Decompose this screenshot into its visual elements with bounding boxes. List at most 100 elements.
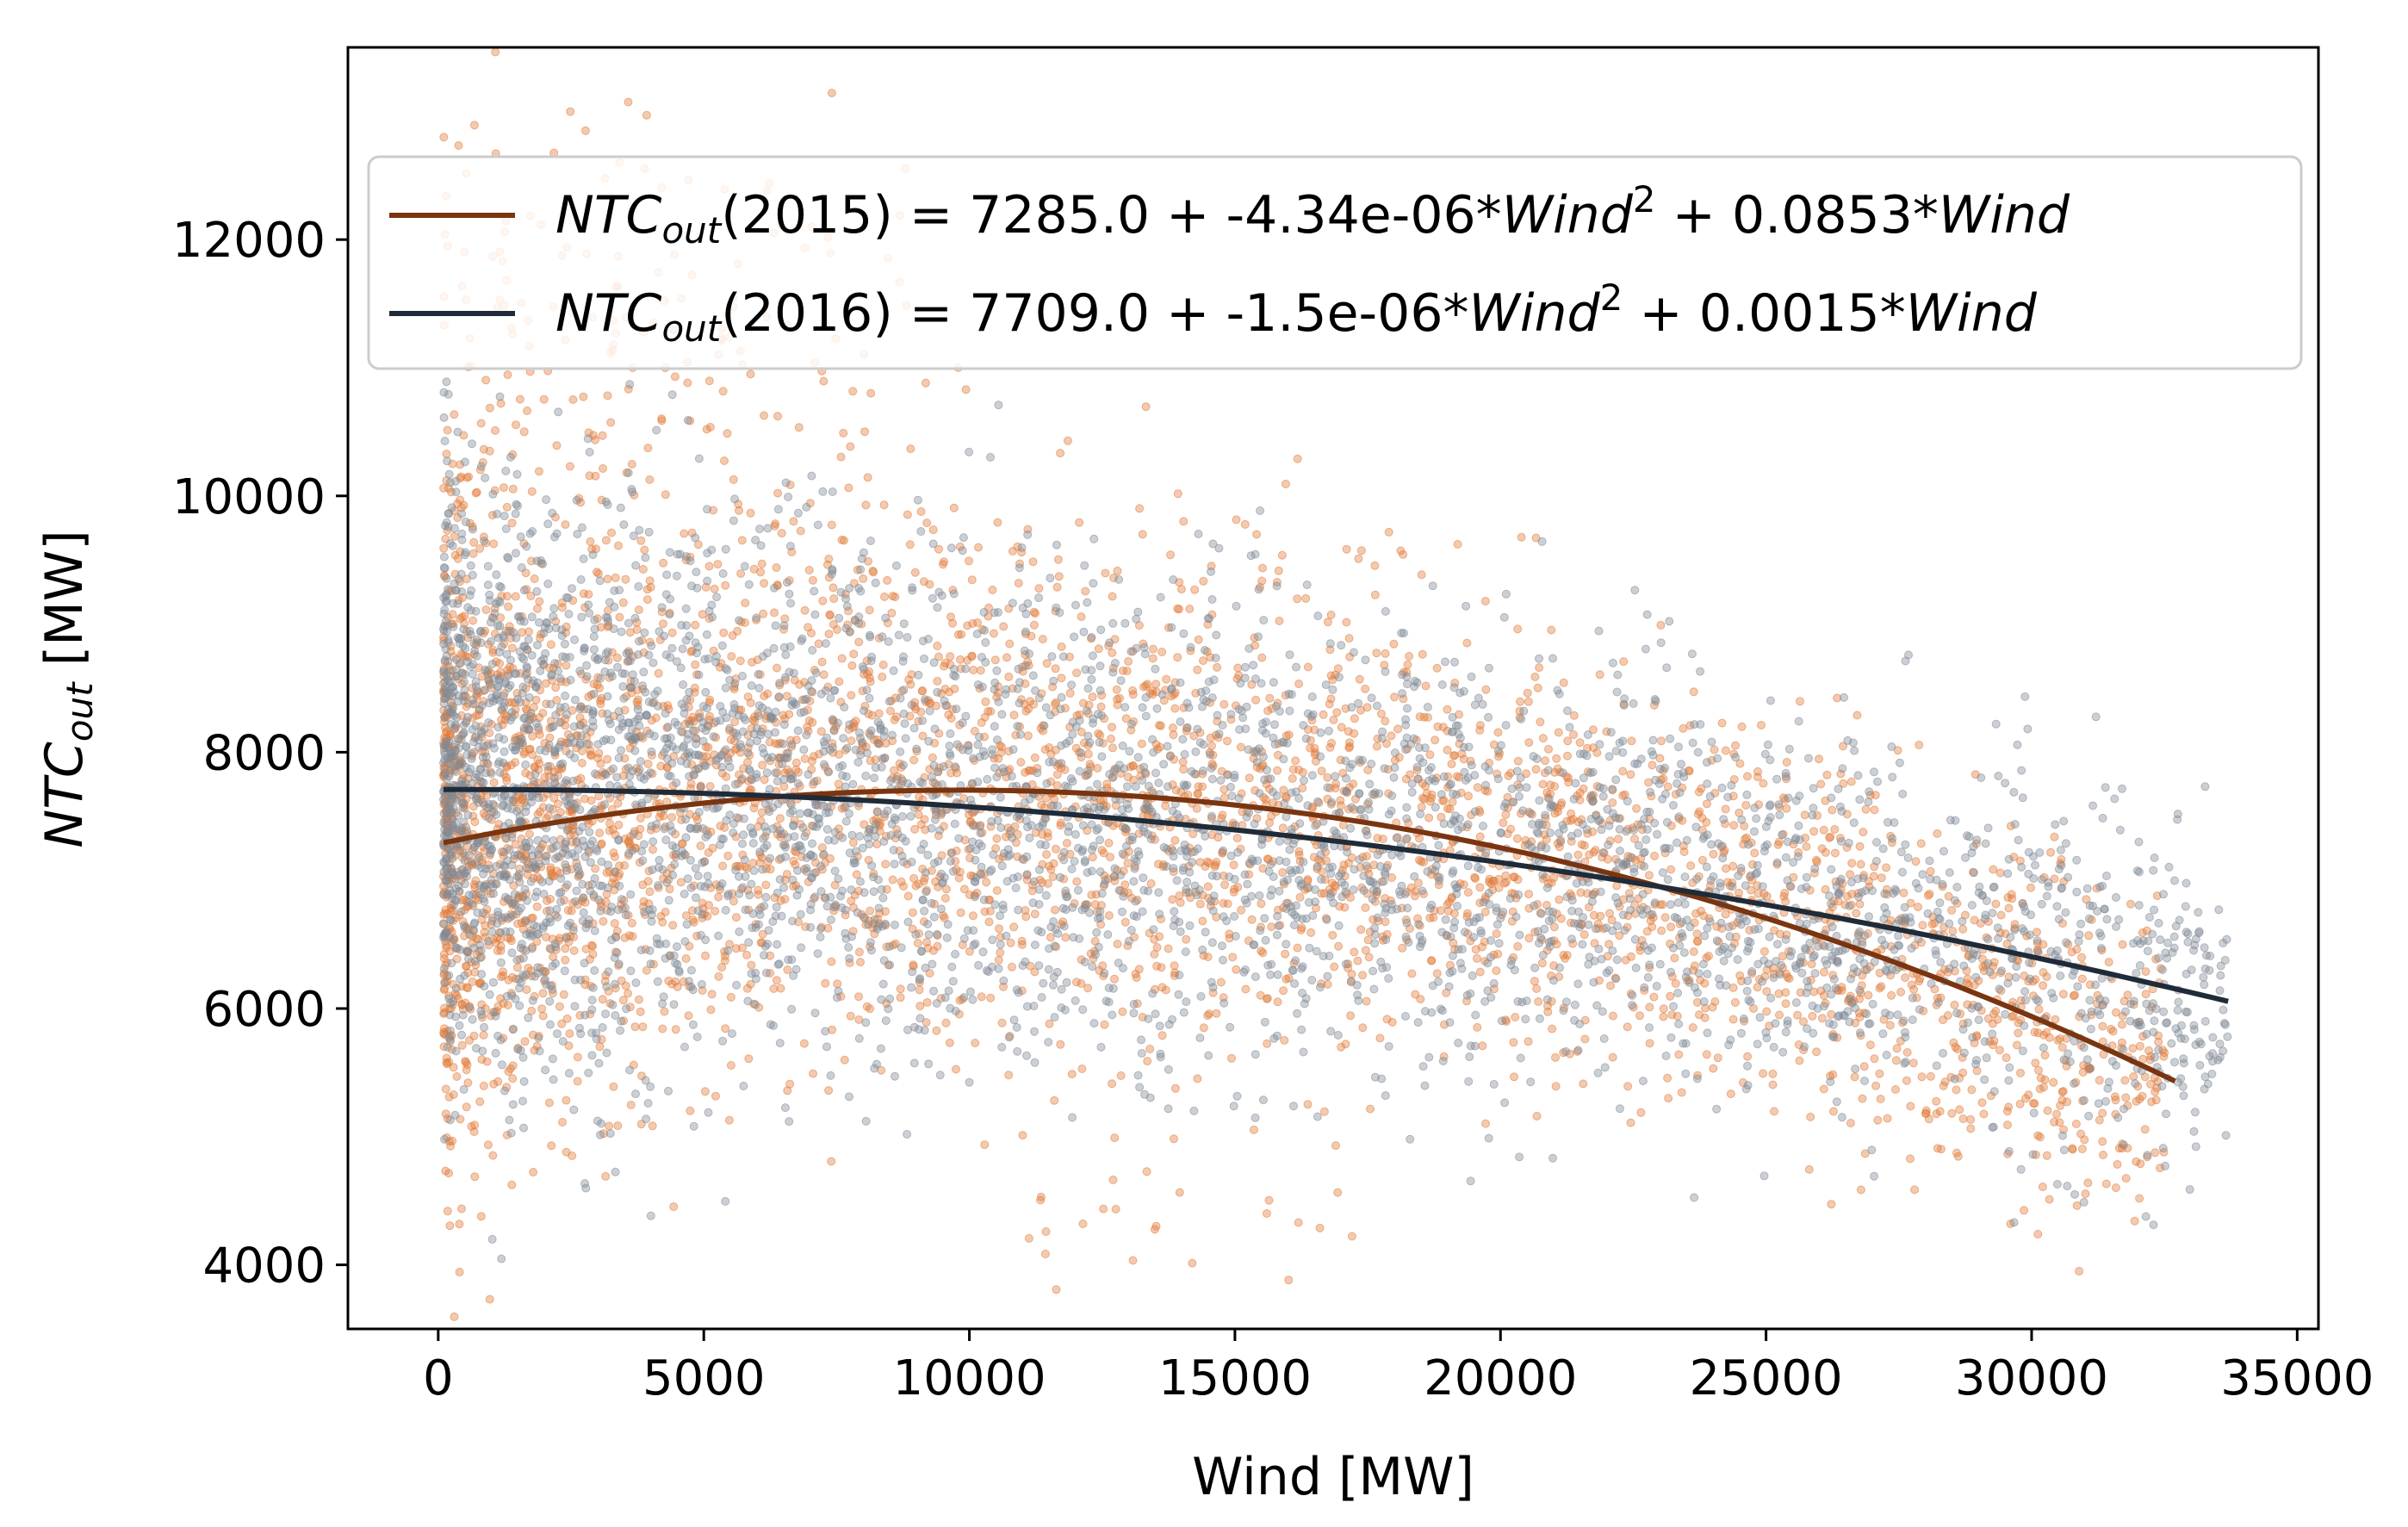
scatter-point-2015	[1376, 709, 1386, 718]
scatter-point-2016	[951, 949, 960, 959]
scatter-point-2016	[1688, 738, 1697, 748]
scatter-point-2015	[2015, 1099, 2025, 1108]
scatter-point-2015	[1111, 1205, 1120, 1214]
scatter-point-2015	[1608, 1052, 1617, 1062]
scatter-point-2015	[602, 868, 611, 878]
scatter-point-2015	[1970, 980, 1979, 990]
scatter-point-2016	[665, 548, 674, 557]
scatter-point-2016	[1367, 760, 1376, 768]
scatter-point-2015	[899, 882, 908, 891]
scatter-point-2015	[1829, 1107, 1838, 1116]
scatter-point-2015	[1100, 1020, 1109, 1029]
scatter-point-2015	[470, 1120, 480, 1130]
scatter-point-2015	[1067, 1070, 1077, 1079]
scatter-point-2015	[527, 487, 537, 496]
scatter-point-2015	[598, 431, 607, 440]
scatter-point-2015	[1016, 758, 1026, 767]
scatter-point-2015	[757, 808, 766, 817]
scatter-point-2015	[1677, 1088, 1686, 1097]
scatter-point-2015	[661, 490, 670, 500]
scatter-point-2015	[595, 1042, 605, 1052]
scatter-point-2016	[897, 943, 906, 953]
scatter-point-2015	[1856, 1185, 1865, 1195]
scatter-point-2015	[561, 955, 570, 965]
scatter-point-2016	[604, 967, 613, 977]
scatter-point-2016	[1674, 742, 1683, 752]
scatter-point-2016	[1014, 664, 1023, 673]
scatter-point-2015	[2104, 958, 2113, 967]
scatter-point-2015	[508, 484, 518, 493]
scatter-point-2015	[1014, 579, 1023, 588]
scatter-point-2015	[1390, 692, 1399, 702]
scatter-point-2015	[481, 605, 491, 614]
scatter-point-2015	[1362, 996, 1371, 1006]
scatter-point-2016	[1144, 781, 1153, 791]
scatter-point-2015	[1708, 1002, 1717, 1012]
scatter-point-2015	[1137, 739, 1146, 748]
scatter-point-2015	[626, 1101, 636, 1109]
scatter-point-2016	[1403, 704, 1412, 713]
scatter-point-2016	[1694, 969, 1704, 978]
scatter-point-2015	[1265, 818, 1275, 828]
scatter-point-2016	[2161, 1161, 2169, 1170]
scatter-point-2015	[804, 566, 814, 574]
scatter-point-2015	[475, 544, 485, 553]
scatter-point-2015	[849, 649, 859, 659]
scatter-point-2016	[729, 828, 738, 837]
scatter-point-2015	[1362, 703, 1372, 712]
scatter-point-2015	[630, 1022, 640, 1032]
scatter-point-2015	[1007, 962, 1016, 971]
scatter-point-2015	[2057, 1043, 2067, 1052]
scatter-point-2015	[1902, 1076, 1911, 1085]
scatter-point-2015	[562, 1147, 571, 1157]
scatter-point-2015	[649, 845, 657, 854]
scatter-point-2015	[1822, 770, 1832, 779]
scatter-point-2015	[565, 462, 574, 471]
scatter-point-2016	[1002, 931, 1011, 940]
scatter-point-2015	[1040, 1250, 1050, 1258]
scatter-point-2015	[1517, 532, 1526, 542]
scatter-point-2016	[1901, 840, 1910, 849]
scatter-point-2015	[2050, 832, 2059, 841]
scatter-point-2015	[1344, 634, 1354, 643]
scatter-point-2015	[566, 107, 575, 116]
scatter-point-2016	[562, 880, 572, 890]
scatter-point-2016	[1129, 1009, 1139, 1018]
scatter-point-2015	[1390, 755, 1399, 765]
scatter-point-2016	[495, 392, 505, 401]
scatter-point-2015	[1399, 549, 1408, 559]
scatter-point-2015	[808, 575, 817, 585]
scatter-point-2016	[1369, 984, 1379, 994]
scatter-point-2015	[1108, 743, 1117, 753]
scatter-point-2015	[1128, 1256, 1138, 1265]
scatter-point-2015	[457, 1204, 466, 1214]
scatter-point-2015	[1800, 810, 1809, 820]
scatter-point-2015	[1695, 1010, 1704, 1020]
scatter-point-2015	[1244, 773, 1254, 783]
scatter-point-2016	[2009, 787, 2019, 797]
scatter-point-2015	[1119, 666, 1127, 675]
scatter-point-2015	[1295, 893, 1305, 902]
scatter-point-2015	[1443, 705, 1452, 714]
scatter-point-2015	[549, 793, 559, 803]
scatter-point-2015	[633, 695, 642, 705]
scatter-point-2015	[1099, 1204, 1108, 1214]
scatter-point-2016	[861, 1018, 871, 1027]
scatter-point-2015	[488, 648, 498, 657]
scatter-point-2015	[1635, 1011, 1644, 1021]
scatter-point-2016	[959, 934, 969, 943]
scatter-point-2015	[1796, 697, 1804, 706]
scatter-point-2015	[1151, 680, 1161, 689]
scatter-point-2015	[503, 370, 512, 380]
scatter-point-2015	[1257, 899, 1266, 909]
scatter-point-2016	[1120, 618, 1130, 628]
scatter-point-2015	[1853, 711, 1862, 720]
scatter-point-2015	[1535, 663, 1544, 673]
scatter-point-2015	[1950, 1000, 1959, 1009]
scatter-point-2015	[1284, 730, 1294, 740]
scatter-point-2016	[2115, 825, 2125, 835]
scatter-point-2015	[2111, 1183, 2120, 1193]
scatter-point-2015	[1717, 718, 1727, 728]
scatter-point-2015	[1157, 1031, 1167, 1040]
scatter-point-2015	[1663, 782, 1673, 791]
